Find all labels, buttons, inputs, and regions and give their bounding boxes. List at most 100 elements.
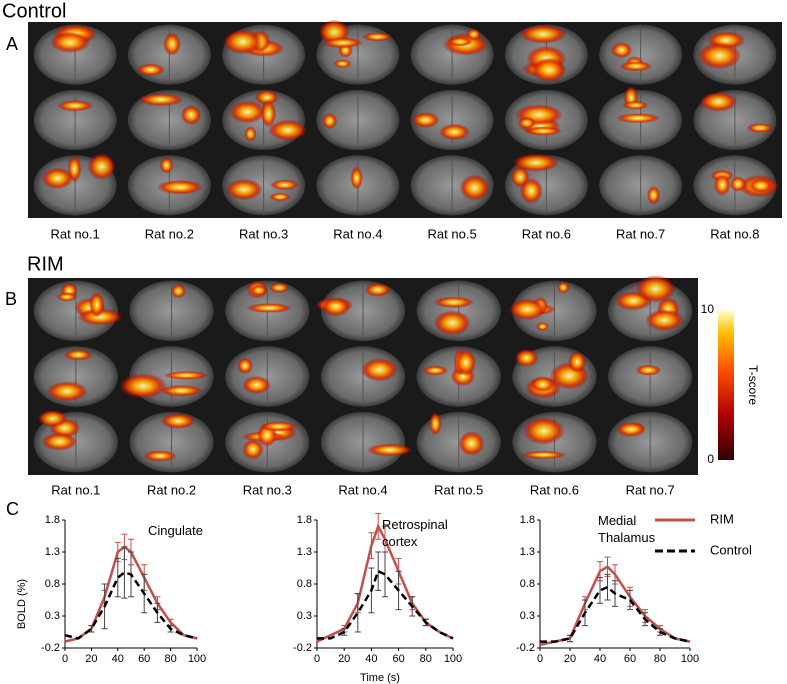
activation-blob — [46, 381, 88, 402]
activation-blob — [56, 292, 78, 302]
rat-label: Rat no.5 — [428, 226, 477, 241]
series-line — [540, 585, 691, 643]
activation-blob — [530, 376, 555, 393]
rat-label: Rat no.7 — [626, 482, 675, 497]
activation-blob — [242, 375, 271, 395]
rat-label: Rat no.2 — [145, 226, 194, 241]
y-tick-label: 1.8 — [45, 514, 60, 526]
activation-blob — [522, 417, 565, 445]
x-tick-label: 60 — [138, 653, 150, 665]
activation-blob — [321, 297, 350, 317]
activation-blob — [170, 284, 187, 299]
activation-blob — [746, 123, 774, 133]
activation-blob — [713, 173, 731, 196]
x-tick-label: 40 — [594, 653, 606, 665]
rat-label: Rat no.3 — [239, 226, 288, 241]
activation-blob — [156, 179, 203, 195]
activation-blob — [268, 282, 290, 293]
error-bar — [375, 551, 382, 591]
panel-title: Control — [2, 0, 66, 22]
activation-blob — [536, 322, 549, 331]
activation-blob — [136, 63, 165, 77]
activation-blob — [244, 126, 257, 142]
rat-label: Rat no.7 — [616, 226, 665, 241]
activation-blob — [160, 413, 196, 429]
error-bar — [114, 557, 121, 598]
activation-blob — [254, 89, 279, 105]
activation-blob — [517, 117, 536, 130]
activation-blob — [41, 432, 78, 451]
activation-blob — [242, 439, 264, 460]
x-axis-label: Time (s) — [360, 672, 400, 684]
y-tick-label: 0.3 — [297, 610, 312, 622]
y-tick-label: 0.8 — [297, 578, 312, 590]
legend-label: Control — [710, 542, 752, 557]
rat-label: Rat no.8 — [710, 226, 759, 241]
error-bar — [354, 593, 361, 633]
activation-blob — [223, 29, 263, 55]
panel-letter: B — [5, 289, 17, 309]
activation-blob — [411, 112, 440, 128]
activation-blob — [360, 358, 399, 382]
activation-blob — [422, 365, 449, 376]
y-tick-label: 1.8 — [297, 514, 312, 526]
activation-blob — [364, 282, 391, 297]
activation-blob — [519, 24, 567, 44]
x-tick-label: 80 — [654, 653, 666, 665]
rat-label: Rat no.4 — [333, 226, 382, 241]
rat-label: Rat no.3 — [243, 482, 292, 497]
activation-blob — [77, 308, 123, 326]
activation-blob — [87, 152, 116, 181]
activation-blob — [250, 284, 268, 296]
activation-blob — [433, 296, 475, 309]
colorbar-tick-label: 10 — [701, 302, 715, 316]
activation-blob — [270, 179, 300, 191]
activation-blob — [50, 31, 91, 53]
activation-blob — [63, 349, 93, 361]
activation-blob — [89, 291, 105, 318]
activation-blob — [225, 178, 263, 201]
activation-blob — [268, 119, 308, 141]
colorbar-tick-label: 0 — [707, 452, 714, 466]
series-line — [64, 571, 198, 640]
activation-blob — [619, 61, 653, 72]
rat-label: Rat no.6 — [530, 482, 579, 497]
chart-title: Cingulate — [148, 523, 203, 538]
x-tick-label: 100 — [444, 653, 462, 665]
x-tick-label: 20 — [338, 653, 350, 665]
activation-blob — [143, 450, 177, 462]
y-tick-label: 1.3 — [297, 546, 312, 558]
activation-blob — [466, 28, 481, 41]
activation-blob — [455, 349, 477, 377]
activation-blob — [180, 104, 202, 125]
activation-blob — [333, 59, 352, 69]
activation-blob — [635, 274, 676, 303]
colorbar — [718, 310, 734, 460]
activation-blob — [531, 57, 567, 83]
activation-blob — [635, 364, 662, 376]
activation-blob — [56, 100, 94, 112]
activation-blob — [37, 409, 68, 428]
activation-blob — [458, 431, 485, 456]
rat-label: Rat no.5 — [434, 482, 483, 497]
activation-blob — [508, 298, 547, 321]
activation-blob — [697, 42, 742, 70]
activation-blob — [520, 450, 567, 459]
activation-blob — [119, 373, 167, 399]
activation-blob — [748, 178, 773, 194]
activation-blob — [259, 421, 298, 432]
activation-blob — [556, 281, 570, 294]
y-tick-label: -0.2 — [293, 642, 312, 654]
x-tick-label: 60 — [624, 653, 636, 665]
error-bar — [597, 577, 603, 604]
activation-blob — [159, 157, 174, 174]
panel-letter: A — [6, 34, 18, 54]
rat-label: Rat no.2 — [147, 482, 196, 497]
activation-blob — [367, 443, 413, 457]
rat-label: Rat no.1 — [51, 226, 100, 241]
series-line — [316, 523, 454, 643]
y-tick-label: 1.8 — [520, 514, 535, 526]
activation-blob — [159, 385, 204, 397]
